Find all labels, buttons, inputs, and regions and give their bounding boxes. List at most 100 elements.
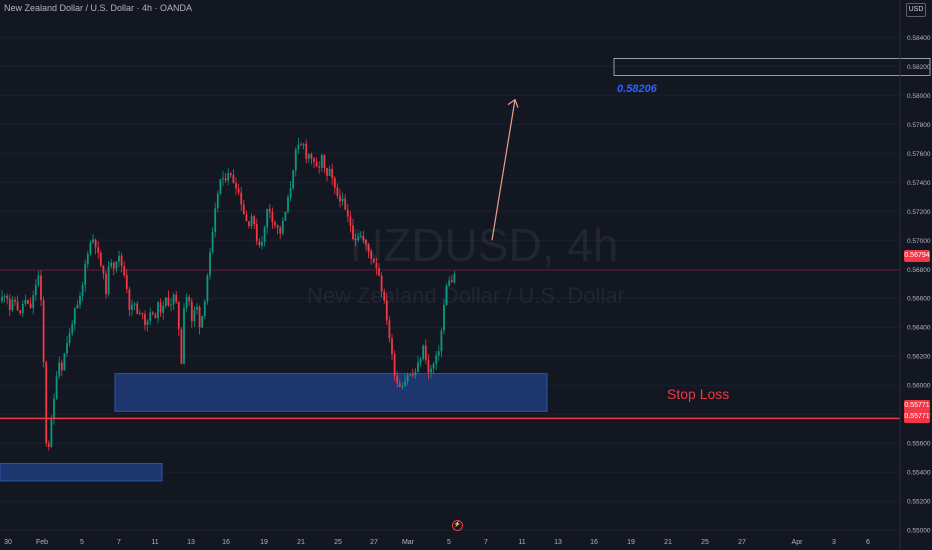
candle-body (32, 295, 35, 309)
candle-body (443, 304, 445, 331)
candle-body (284, 211, 287, 221)
candle-body (55, 376, 58, 399)
price-tick-label: 0.58400 (907, 35, 931, 42)
candle-body (385, 300, 388, 321)
candle-body (440, 330, 443, 352)
candle-body (16, 301, 19, 311)
candle-body (294, 149, 297, 171)
candle-body (170, 304, 172, 306)
candle-body (276, 224, 279, 228)
candle-body (268, 208, 271, 213)
candle-body (346, 209, 349, 217)
stop-loss-label[interactable]: Stop Loss (667, 386, 730, 402)
candle-body (409, 374, 412, 376)
candle-body (365, 239, 367, 245)
time-tick-label: 21 (664, 539, 672, 546)
time-tick-label: 11 (151, 539, 158, 546)
candle-body (271, 212, 274, 223)
time-tick-label: 16 (590, 539, 598, 546)
candle-body (237, 188, 240, 193)
candle-body (198, 306, 201, 328)
candle-body (331, 168, 334, 179)
support-zone (0, 463, 163, 482)
candle-body (427, 360, 430, 373)
candle-body (450, 280, 453, 283)
candle-body (214, 208, 217, 232)
candle-body (305, 143, 308, 159)
price-tick-label: 0.55000 (907, 528, 931, 535)
current-price-tag: 0.56794 (904, 250, 930, 262)
candle-body (339, 195, 341, 202)
candle-body (125, 275, 128, 290)
candle-body (396, 375, 399, 384)
candle-body (76, 304, 79, 309)
candle-body (453, 273, 456, 283)
candle-body (190, 301, 193, 322)
candle-body (123, 265, 126, 276)
candle-body (370, 251, 373, 259)
target-price-label[interactable]: 0.58206 (617, 83, 657, 95)
candle-body (281, 220, 284, 234)
candle-body (6, 295, 9, 299)
candle-body (307, 154, 310, 159)
candle-body (323, 154, 326, 169)
candle-body (81, 284, 84, 296)
candle-body (209, 252, 211, 276)
time-tick-label: 11 (518, 539, 525, 546)
time-tick-label: 30 (4, 539, 12, 546)
candle-body (185, 296, 188, 309)
candle-body (435, 355, 438, 364)
time-tick-label: 7 (484, 539, 488, 546)
candle-body (235, 183, 237, 189)
candle-body (50, 417, 53, 447)
candle-body (250, 216, 253, 227)
target-box (613, 58, 931, 76)
candle-body (19, 310, 22, 313)
support-zone (114, 373, 548, 412)
time-tick-label: 21 (297, 539, 305, 546)
currency-button[interactable]: USD (906, 3, 926, 17)
candle-body (419, 359, 422, 363)
candle-body (128, 289, 131, 311)
candle-body (201, 315, 204, 328)
candle-body (27, 299, 29, 304)
candle-body (180, 329, 183, 364)
price-tick-label: 0.57400 (907, 180, 931, 187)
candle-body (372, 258, 375, 263)
candle-body (73, 308, 76, 325)
candle-body (315, 161, 318, 167)
price-tick-label: 0.58000 (907, 93, 931, 100)
candle-body (162, 305, 165, 313)
stop-loss-price-tag: 0.55771 (904, 400, 930, 412)
candle-body (359, 236, 362, 238)
support-zones (0, 373, 548, 482)
price-tick-label: 0.58200 (907, 64, 931, 71)
candle-body (336, 187, 339, 196)
candle-body (53, 398, 55, 418)
candle-body (149, 312, 152, 321)
time-tick-label: 19 (260, 539, 268, 546)
projection-arrow (491, 99, 516, 241)
candle-body (105, 273, 107, 295)
candle-body (203, 301, 206, 316)
candle-body (118, 255, 120, 262)
candle-body (224, 178, 227, 181)
candle-body (37, 275, 40, 285)
candle-body (68, 333, 71, 343)
candle-body (344, 198, 347, 210)
candle-body (406, 375, 409, 382)
candle-body (232, 175, 235, 184)
flash-icon[interactable]: ⚡ (452, 520, 463, 531)
candle-body (196, 306, 198, 310)
candle-body (227, 173, 230, 181)
candle-body (136, 303, 139, 314)
time-tick-label: 5 (447, 539, 451, 546)
candle-body (297, 144, 300, 150)
candle-body (167, 297, 170, 306)
candle-body (287, 197, 289, 212)
candle-body (102, 265, 105, 274)
candle-body (159, 302, 162, 313)
time-tick-label: 27 (370, 539, 378, 546)
price-tick-label: 0.57000 (907, 238, 931, 245)
